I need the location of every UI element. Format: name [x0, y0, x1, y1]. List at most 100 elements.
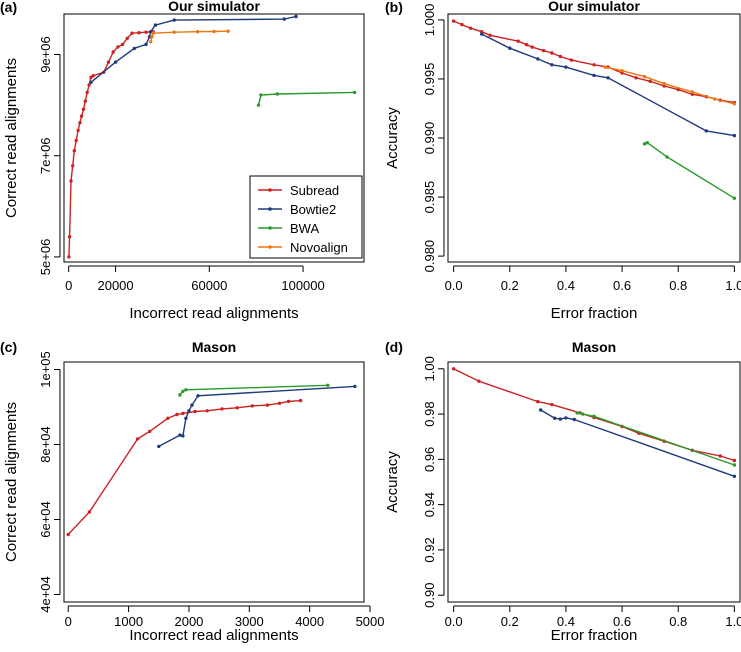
data-point-subread: [76, 128, 80, 133]
x-tick-label: 3000: [235, 614, 264, 629]
legend-label-subread: Subread: [290, 183, 339, 198]
data-point-subread: [130, 31, 134, 35]
series-line-bowtie2: [158, 385, 355, 448]
data-point-subread: [144, 30, 148, 34]
data-point-subread: [166, 416, 170, 420]
x-tick-label: 1.0: [725, 614, 741, 629]
y-tick-label: 0.94: [422, 492, 437, 517]
x-tick-label: 0.2: [501, 614, 519, 629]
data-point-novoalign: [662, 82, 666, 86]
data-point-subread: [148, 429, 152, 434]
data-point-bowtie2: [550, 63, 554, 67]
data-point-novoalign: [226, 29, 230, 33]
data-point-novoalign: [212, 29, 216, 34]
plot-frame: [447, 361, 741, 603]
legend-marker-bowtie2: [268, 207, 272, 211]
data-point-subread: [125, 36, 129, 40]
data-point-subread: [468, 26, 473, 30]
x-axis-label: Incorrect read alignments: [129, 305, 298, 322]
data-point-bowtie2: [606, 76, 610, 80]
x-tick-label: 1.0: [725, 278, 741, 293]
y-tick-label: 0.98: [422, 401, 437, 426]
x-tick-label: 0.8: [669, 278, 687, 293]
x-tick-label: 2000: [174, 614, 203, 629]
data-point-bowtie2: [157, 444, 161, 449]
data-point-bowtie2: [572, 417, 576, 422]
y-tick-label: 1.00: [422, 356, 437, 381]
x-axis-label: Incorrect read alignments: [129, 627, 298, 644]
data-point-bowtie2: [508, 46, 512, 50]
data-point-subread: [477, 379, 481, 383]
data-point-subread: [78, 121, 82, 125]
y-tick-label: 0.985: [422, 181, 437, 214]
data-point-subread: [250, 404, 254, 408]
y-tick-label: 5e+06: [38, 239, 53, 276]
x-tick-label: 20000: [97, 278, 133, 293]
legend-marker-subread: [268, 188, 272, 192]
data-point-subread: [220, 407, 224, 411]
data-point-subread: [69, 179, 73, 183]
data-point-subread: [137, 31, 141, 35]
y-tick-label: 0.96: [422, 447, 437, 472]
data-point-subread: [85, 90, 89, 95]
panel-label: (c): [0, 339, 17, 355]
data-point-bowtie2: [553, 416, 557, 420]
chart-title: Mason: [192, 339, 236, 355]
x-tick-label: 1000: [114, 614, 143, 629]
data-point-bwa: [575, 411, 579, 415]
y-tick-label: 0.92: [422, 537, 437, 562]
data-point-subread: [66, 532, 70, 537]
data-point-subread: [135, 437, 140, 441]
data-point-novoalign: [172, 30, 176, 34]
data-point-bowtie2: [113, 60, 118, 64]
data-point-bwa: [178, 393, 182, 397]
legend-label-bowtie2: Bowtie2: [290, 202, 336, 217]
x-axis-label: Error fraction: [551, 627, 638, 644]
data-point-bowtie2: [178, 433, 182, 437]
data-point-subread: [550, 402, 554, 407]
x-tick-label: 0: [65, 278, 72, 293]
data-point-subread: [634, 76, 638, 80]
data-point-novoalign: [642, 74, 647, 79]
y-tick-label: 0.995: [422, 63, 437, 96]
data-point-subread: [451, 19, 456, 23]
y-tick-label: 6e+04: [38, 501, 53, 538]
panel-label: (b): [385, 0, 403, 15]
x-tick-label: 0.6: [613, 614, 631, 629]
data-point-bwa: [581, 412, 585, 416]
data-point-subread: [265, 403, 270, 407]
data-point-subread: [277, 401, 282, 405]
panel-label: (d): [385, 339, 403, 355]
data-point-novoalign: [732, 102, 737, 106]
y-tick-label: 8e+04: [38, 426, 53, 463]
data-point-bowtie2: [558, 417, 562, 421]
series-line-subread: [67, 399, 301, 535]
data-point-novoalign: [151, 31, 155, 35]
data-point-bowtie2: [153, 23, 158, 27]
data-point-bwa: [732, 196, 737, 200]
data-point-bowtie2: [592, 73, 596, 78]
data-point-subread: [91, 74, 96, 78]
data-point-bwa: [256, 103, 261, 107]
data-point-subread: [488, 33, 492, 37]
data-point-subread: [81, 107, 86, 111]
series-line-subread: [453, 368, 735, 462]
chart-title: Our simulator: [168, 0, 260, 14]
legend-marker-bwa: [268, 226, 272, 230]
data-point-subread: [480, 30, 484, 34]
data-point-subread: [193, 409, 197, 414]
y-axis-label: Accuracy: [384, 451, 401, 513]
data-point-bowtie2: [184, 416, 188, 420]
panel-d: (d) Mason 0.0 0.2 0.4 0.6 0.8 1.0 0.90 0.92 0.94 0.…: [384, 339, 741, 644]
data-point-bowtie2: [132, 46, 136, 51]
series-line-bowtie2: [90, 15, 297, 83]
series-line-bwa: [257, 91, 355, 106]
x-tick-label: 0.6: [613, 278, 631, 293]
data-point-bowtie2: [172, 18, 176, 22]
x-tick-label: 100000: [281, 278, 324, 293]
y-axis-label: Correct read alignments: [3, 402, 20, 562]
data-point-subread: [286, 399, 291, 404]
data-point-bowtie2: [89, 80, 93, 85]
x-tick-label: 0.8: [669, 614, 687, 629]
